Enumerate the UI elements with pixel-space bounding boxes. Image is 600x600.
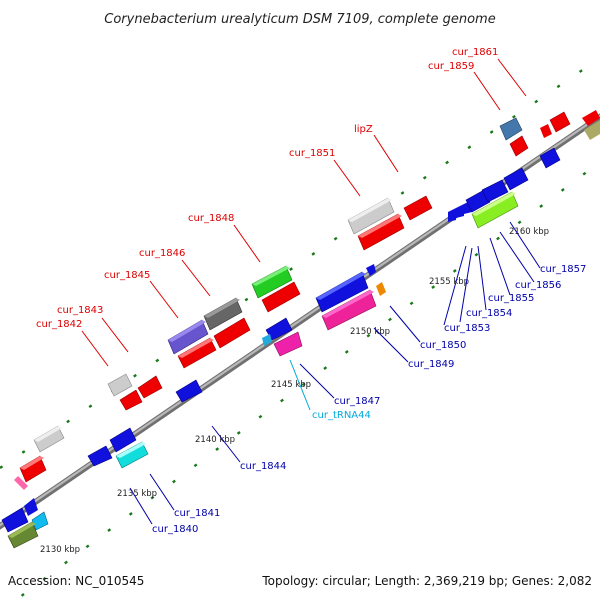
accession-text: Accession: NC_010545 — [8, 574, 144, 588]
gene-block[interactable] — [20, 456, 44, 470]
gene-block[interactable] — [366, 264, 376, 276]
gene-block[interactable] — [175, 379, 203, 403]
gene-block[interactable] — [503, 167, 529, 191]
gene-block[interactable] — [472, 192, 516, 216]
guide-dots — [0, 57, 600, 600]
gene-block[interactable] — [119, 389, 143, 411]
gene-block[interactable] — [167, 319, 209, 355]
gene-block[interactable] — [168, 320, 206, 342]
gene-label[interactable]: cur_1844 — [240, 461, 286, 472]
gene-block[interactable] — [539, 147, 561, 169]
gene-block[interactable] — [203, 297, 243, 331]
gene-label[interactable]: cur_1841 — [174, 508, 220, 519]
gene-block[interactable] — [177, 337, 217, 369]
gene-block[interactable] — [115, 441, 149, 469]
gene-block[interactable] — [262, 334, 272, 346]
gene-block[interactable] — [316, 272, 366, 300]
gene-block[interactable] — [178, 338, 214, 358]
gene-label[interactable]: cur_1847 — [334, 396, 380, 407]
gene-label[interactable]: cur_1848 — [188, 213, 234, 224]
gene-block[interactable] — [137, 375, 163, 399]
gene-block[interactable] — [251, 265, 293, 299]
gene-block[interactable] — [116, 442, 146, 458]
gene-block[interactable] — [509, 135, 529, 157]
genome-backbone — [0, 113, 600, 530]
ruler-tick-label: 2155 kbp — [429, 277, 469, 287]
gene-label[interactable]: cur_1855 — [488, 293, 534, 304]
gene-block[interactable] — [322, 290, 374, 318]
gene-block[interactable] — [376, 282, 386, 296]
gene-block[interactable] — [34, 426, 62, 442]
gene-block[interactable] — [347, 197, 395, 235]
gene-block[interactable] — [1, 507, 29, 533]
gene-block[interactable] — [31, 511, 49, 531]
gene-label[interactable]: lipZ — [354, 124, 373, 135]
summary-text: Topology: circular; Length: 2,369,219 bp… — [261, 574, 592, 588]
ruler: 2130 kbp 2135 kbp 2140 kbp 2145 kbp 2150… — [40, 227, 549, 555]
gene-block[interactable] — [403, 195, 433, 221]
gene-block[interactable] — [109, 427, 137, 453]
gene-block[interactable] — [261, 281, 301, 313]
gene-block[interactable] — [357, 213, 405, 251]
gene-label[interactable]: cur_1856 — [515, 280, 561, 291]
gene-label[interactable]: cur_1857 — [540, 264, 586, 275]
gene-blocks — [1, 110, 600, 549]
gene-block[interactable] — [499, 117, 523, 141]
gene-label[interactable]: cur_tRNA44 — [312, 410, 371, 421]
gene-block[interactable] — [87, 445, 113, 467]
gene-label[interactable]: cur_1845 — [104, 270, 150, 281]
gene-label[interactable]: cur_1851 — [289, 148, 335, 159]
leader-lines-top — [81, 58, 527, 367]
gene-block[interactable] — [321, 289, 377, 331]
ruler-tick-label: 2140 kbp — [195, 435, 235, 445]
gene-block[interactable] — [456, 204, 464, 218]
leader-lines-bottom — [129, 221, 541, 525]
gene-label[interactable]: cur_1850 — [420, 340, 466, 351]
gene-label[interactable]: cur_1854 — [466, 308, 512, 319]
ruler-tick-label: 2145 kbp — [271, 380, 311, 390]
gene-label[interactable]: cur_1842 — [36, 319, 82, 330]
gene-label[interactable]: cur_1840 — [152, 524, 198, 535]
gene-block[interactable] — [584, 120, 600, 140]
gene-block[interactable] — [540, 124, 552, 138]
gene-block[interactable] — [549, 111, 571, 133]
gene-block[interactable] — [582, 110, 600, 126]
gene-block[interactable] — [24, 498, 38, 516]
gene-block[interactable] — [448, 208, 456, 222]
map-title: Corynebacterium urealyticum DSM 7109, co… — [104, 12, 495, 27]
gene-labels-bottom: cur_1840 cur_1841 cur_1844 cur_tRNA44 cu… — [152, 264, 586, 535]
gene-block[interactable] — [273, 331, 303, 357]
ruler-tick-label: 2150 kbp — [350, 327, 390, 337]
gene-label[interactable]: cur_1846 — [139, 248, 185, 259]
gene-block[interactable] — [107, 373, 133, 397]
gene-block[interactable] — [204, 298, 240, 318]
gene-label[interactable]: cur_1849 — [408, 359, 454, 370]
gene-block[interactable] — [348, 198, 392, 222]
gene-block[interactable] — [8, 522, 36, 538]
gene-label[interactable]: cur_1859 — [428, 61, 474, 72]
ruler-tick-label: 2135 kbp — [117, 489, 157, 499]
gene-block[interactable] — [252, 266, 290, 286]
gene-block[interactable] — [465, 189, 491, 213]
gene-block[interactable] — [33, 425, 65, 453]
ruler-tick-label: 2160 kbp — [509, 227, 549, 237]
gene-block[interactable] — [481, 179, 509, 203]
gene-label[interactable]: cur_1853 — [444, 323, 490, 334]
gene-block[interactable] — [315, 271, 369, 313]
ruler-tick-label: 2130 kbp — [40, 545, 80, 555]
gene-block[interactable] — [19, 455, 47, 483]
gene-block[interactable] — [14, 476, 28, 490]
gene-block[interactable] — [213, 317, 251, 349]
gene-labels-top: cur_1842 cur_1843 cur_1845 cur_1846 cur_… — [36, 47, 498, 330]
gene-label[interactable]: cur_1843 — [57, 305, 103, 316]
gene-block[interactable] — [358, 214, 402, 238]
gene-label[interactable]: cur_1861 — [452, 47, 498, 58]
gene-block[interactable] — [471, 191, 519, 229]
